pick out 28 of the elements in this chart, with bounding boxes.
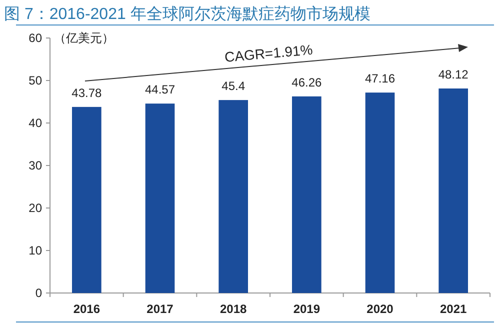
y-axis-title: （亿美元）: [54, 31, 114, 45]
y-tick-label: 0: [35, 286, 42, 300]
y-tick-label: 40: [28, 116, 42, 130]
chart-title: 图 7：2016-2021 年全球阿尔茨海默症药物市场规模: [4, 5, 370, 23]
annotation: CAGR=1.91%: [224, 41, 314, 65]
y-tick-label: 60: [28, 31, 42, 45]
x-tick-label: 2017: [146, 302, 174, 316]
bar: [72, 106, 102, 293]
y-tick-label: 30: [28, 158, 42, 172]
x-tick-label: 2016: [73, 302, 100, 316]
data-label: 45.4: [222, 79, 246, 94]
x-tick-label: 2020: [366, 302, 394, 316]
y-tick-label: 50: [28, 74, 42, 88]
x-tick-label: 2021: [440, 302, 468, 316]
bar: [145, 104, 175, 293]
data-label: 46.26: [292, 75, 322, 90]
data-label: 44.57: [144, 82, 176, 97]
y-tick-label: 10: [28, 244, 42, 258]
bar: [292, 96, 322, 293]
y-tick-label: 20: [28, 201, 42, 215]
bar: [365, 92, 395, 293]
bar: [438, 88, 468, 293]
x-tick-label: 2019: [293, 302, 320, 316]
bar: [218, 100, 248, 293]
x-tick-label: 2018: [220, 302, 248, 316]
data-label: 43.78: [72, 86, 102, 100]
data-label: 47.16: [364, 72, 396, 86]
data-label: 48.12: [438, 67, 469, 82]
